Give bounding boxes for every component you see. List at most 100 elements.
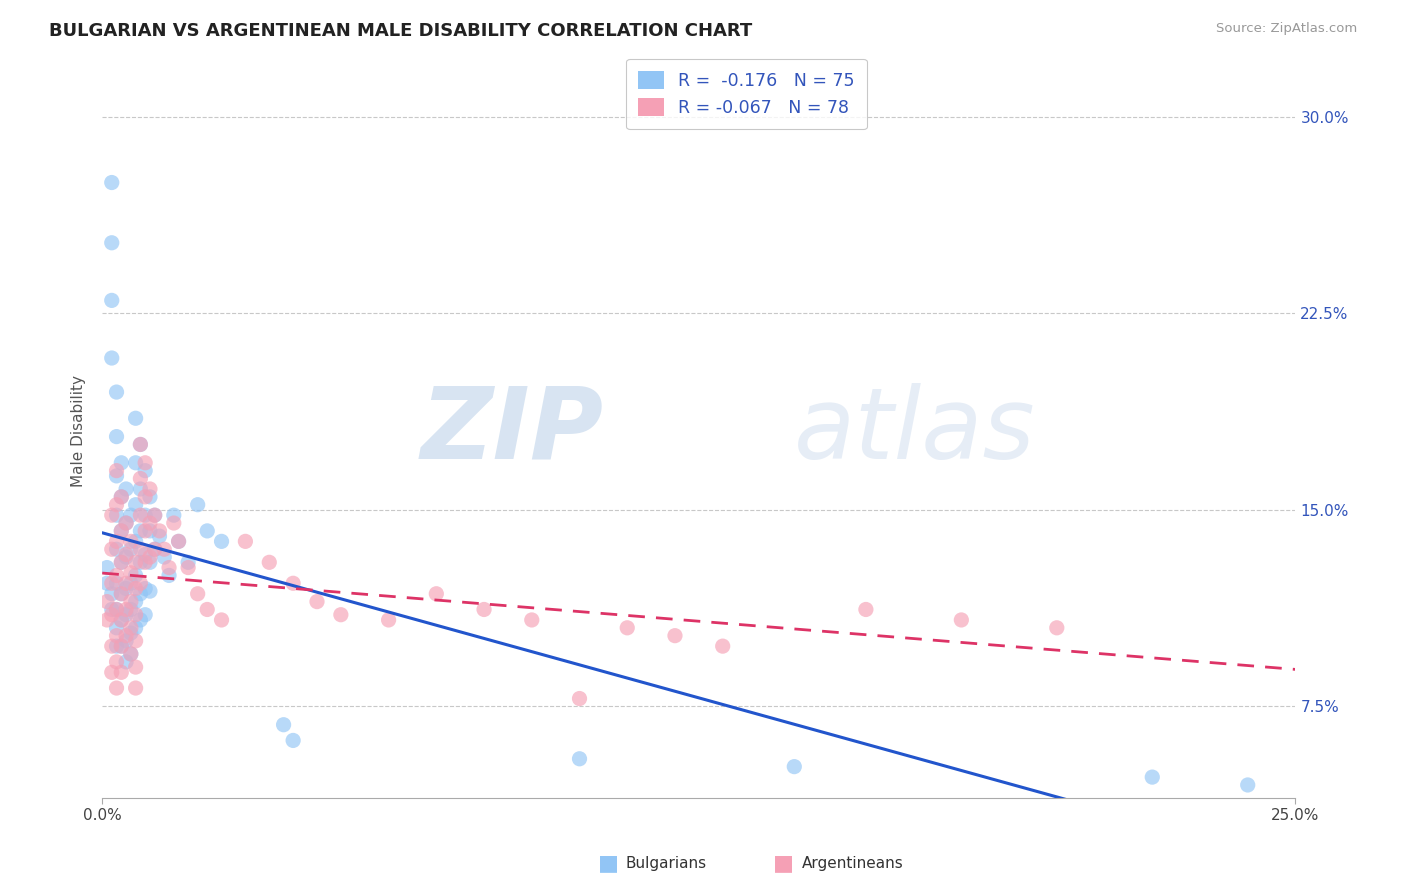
Point bbox=[100, 576, 122, 591]
Point bbox=[139, 555, 162, 569]
Point bbox=[100, 351, 122, 365]
Point bbox=[124, 411, 146, 425]
Point bbox=[139, 584, 162, 599]
Point bbox=[134, 607, 156, 622]
Point bbox=[110, 456, 132, 470]
Point bbox=[96, 576, 118, 591]
Point bbox=[110, 524, 132, 538]
Point bbox=[157, 568, 180, 582]
Point bbox=[425, 587, 447, 601]
Point bbox=[124, 555, 146, 569]
Point bbox=[110, 490, 132, 504]
Point bbox=[105, 602, 128, 616]
Point bbox=[148, 524, 170, 538]
Point bbox=[124, 634, 146, 648]
Point bbox=[211, 613, 233, 627]
Point bbox=[115, 602, 138, 616]
Point bbox=[120, 534, 142, 549]
Point bbox=[129, 587, 152, 601]
Point bbox=[187, 587, 209, 601]
Point bbox=[96, 560, 118, 574]
Point bbox=[115, 550, 138, 565]
Point bbox=[134, 456, 156, 470]
Point bbox=[110, 490, 132, 504]
Point bbox=[281, 733, 304, 747]
Point bbox=[129, 437, 152, 451]
Text: BULGARIAN VS ARGENTINEAN MALE DISABILITY CORRELATION CHART: BULGARIAN VS ARGENTINEAN MALE DISABILITY… bbox=[49, 22, 752, 40]
Point bbox=[100, 602, 122, 616]
Point bbox=[124, 681, 146, 695]
Point bbox=[124, 660, 146, 674]
Point bbox=[1142, 770, 1164, 784]
Point bbox=[115, 655, 138, 669]
Point bbox=[195, 602, 218, 616]
Point bbox=[129, 555, 152, 569]
Point bbox=[110, 665, 132, 680]
Point bbox=[115, 482, 138, 496]
Point bbox=[195, 524, 218, 538]
Point bbox=[110, 613, 132, 627]
Point bbox=[1236, 778, 1258, 792]
Point bbox=[134, 555, 156, 569]
Point bbox=[120, 621, 142, 635]
Point bbox=[568, 752, 591, 766]
Point bbox=[855, 602, 877, 616]
Point bbox=[120, 647, 142, 661]
Point bbox=[96, 613, 118, 627]
Point bbox=[139, 490, 162, 504]
Point bbox=[568, 691, 591, 706]
Point bbox=[110, 587, 132, 601]
Point bbox=[329, 607, 352, 622]
Point bbox=[105, 568, 128, 582]
Point bbox=[143, 542, 166, 557]
Point bbox=[120, 566, 142, 580]
Point bbox=[134, 464, 156, 478]
Point bbox=[153, 550, 176, 565]
Point bbox=[105, 576, 128, 591]
Point bbox=[134, 508, 156, 523]
Point bbox=[105, 639, 128, 653]
Point bbox=[105, 542, 128, 557]
Point bbox=[148, 529, 170, 543]
Point bbox=[115, 582, 138, 596]
Point bbox=[100, 542, 122, 557]
Point bbox=[120, 602, 142, 616]
Point bbox=[177, 555, 200, 569]
Point bbox=[124, 607, 146, 622]
Point bbox=[105, 629, 128, 643]
Point bbox=[259, 555, 281, 569]
Point bbox=[124, 498, 146, 512]
Point bbox=[950, 613, 973, 627]
Point bbox=[120, 647, 142, 661]
Point bbox=[129, 508, 152, 523]
Point bbox=[235, 534, 257, 549]
Text: Bulgarians: Bulgarians bbox=[626, 856, 707, 871]
Point bbox=[124, 534, 146, 549]
Point bbox=[120, 626, 142, 640]
Point bbox=[105, 655, 128, 669]
Point bbox=[120, 508, 142, 523]
Point bbox=[105, 508, 128, 523]
Point bbox=[167, 534, 190, 549]
Point bbox=[110, 555, 132, 569]
Point bbox=[129, 482, 152, 496]
Point bbox=[110, 555, 132, 569]
Point bbox=[153, 542, 176, 557]
Point bbox=[100, 639, 122, 653]
Point bbox=[115, 516, 138, 530]
Point bbox=[124, 594, 146, 608]
Text: Argentineans: Argentineans bbox=[801, 856, 903, 871]
Point bbox=[134, 524, 156, 538]
Point bbox=[711, 639, 734, 653]
Point bbox=[177, 560, 200, 574]
Point bbox=[281, 576, 304, 591]
Text: ■: ■ bbox=[773, 854, 794, 873]
Point bbox=[100, 587, 122, 601]
Point bbox=[520, 613, 543, 627]
Point bbox=[163, 508, 186, 523]
Text: ZIP: ZIP bbox=[420, 383, 603, 480]
Legend: R =  -0.176   N = 75, R = -0.067   N = 78: R = -0.176 N = 75, R = -0.067 N = 78 bbox=[626, 59, 868, 129]
Point bbox=[120, 542, 142, 557]
Point bbox=[105, 385, 128, 400]
Point bbox=[96, 594, 118, 608]
